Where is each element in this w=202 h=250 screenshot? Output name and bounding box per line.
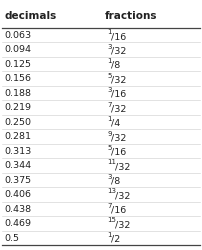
Text: 3: 3 bbox=[107, 44, 112, 50]
Text: /32: /32 bbox=[115, 220, 130, 229]
Text: 5: 5 bbox=[107, 145, 112, 151]
Text: /32: /32 bbox=[115, 162, 130, 171]
Text: 5: 5 bbox=[107, 73, 112, 79]
Text: 0.5: 0.5 bbox=[4, 234, 19, 242]
Text: 0.250: 0.250 bbox=[4, 118, 31, 127]
Text: 0.438: 0.438 bbox=[4, 204, 31, 214]
Text: /32: /32 bbox=[111, 104, 127, 113]
Text: /2: /2 bbox=[111, 234, 121, 244]
Text: 0.313: 0.313 bbox=[4, 147, 31, 156]
Text: 0.469: 0.469 bbox=[4, 219, 31, 228]
Text: 0.344: 0.344 bbox=[4, 161, 31, 170]
Text: /32: /32 bbox=[111, 46, 127, 56]
Text: 1: 1 bbox=[107, 232, 112, 238]
Text: /32: /32 bbox=[115, 191, 130, 200]
Text: /4: /4 bbox=[111, 119, 121, 128]
Text: 3: 3 bbox=[107, 87, 112, 93]
Text: 0.219: 0.219 bbox=[4, 103, 31, 112]
Text: 1: 1 bbox=[107, 116, 112, 122]
Text: decimals: decimals bbox=[4, 11, 56, 21]
Text: 0.375: 0.375 bbox=[4, 176, 31, 185]
Text: /32: /32 bbox=[111, 133, 127, 142]
Text: /16: /16 bbox=[111, 148, 126, 157]
Text: 0.156: 0.156 bbox=[4, 74, 31, 84]
Text: 0.188: 0.188 bbox=[4, 89, 31, 98]
Text: 7: 7 bbox=[107, 203, 112, 209]
Text: 3: 3 bbox=[107, 174, 112, 180]
Text: 0.094: 0.094 bbox=[4, 46, 31, 54]
Text: 1: 1 bbox=[107, 58, 112, 64]
Text: /16: /16 bbox=[111, 90, 126, 99]
Text: 0.125: 0.125 bbox=[4, 60, 31, 69]
Text: 15: 15 bbox=[107, 217, 116, 223]
Text: 0.406: 0.406 bbox=[4, 190, 31, 199]
Text: 13: 13 bbox=[107, 188, 116, 194]
Text: /8: /8 bbox=[111, 177, 121, 186]
Text: 7: 7 bbox=[107, 102, 112, 107]
Text: /16: /16 bbox=[111, 32, 126, 41]
Text: /8: /8 bbox=[111, 61, 121, 70]
Text: 11: 11 bbox=[107, 160, 116, 166]
Text: /32: /32 bbox=[111, 76, 127, 84]
Text: /16: /16 bbox=[111, 206, 126, 214]
Text: 0.063: 0.063 bbox=[4, 31, 31, 40]
Text: 9: 9 bbox=[107, 130, 112, 136]
Text: fractions: fractions bbox=[105, 11, 158, 21]
Text: 0.281: 0.281 bbox=[4, 132, 31, 141]
Text: 1: 1 bbox=[107, 29, 112, 35]
